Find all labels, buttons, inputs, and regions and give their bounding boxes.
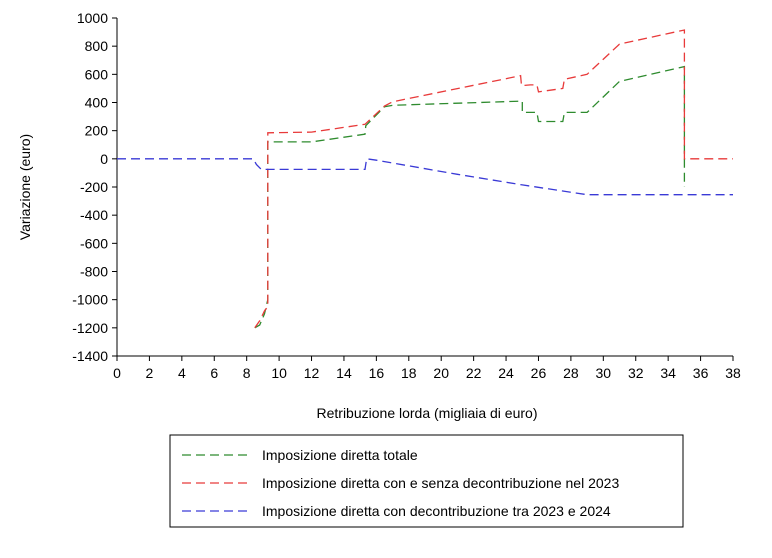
series-group: [117, 29, 733, 329]
x-tick-label: 32: [628, 365, 644, 381]
y-tick-label: 400: [85, 95, 109, 111]
y-tick-label: -1200: [72, 320, 108, 336]
series-line-1: [254, 65, 686, 329]
series-line-2: [254, 29, 733, 329]
y-tick-label: 1000: [77, 10, 108, 26]
y-tick-label: -600: [80, 235, 108, 251]
y-tick-label: 0: [100, 151, 108, 167]
legend-label-2: Imposizione diretta con e senza decontri…: [262, 475, 619, 491]
plot-area: [116, 18, 733, 357]
y-tick-label: -200: [80, 179, 108, 195]
y-tick-label: -400: [80, 207, 108, 223]
y-tick-label: -800: [80, 264, 108, 280]
series-line-3: [117, 158, 733, 196]
x-tick-label: 24: [498, 365, 514, 381]
y-tick-label: 200: [85, 123, 109, 139]
legend-label-3: Imposizione diretta con decontribuzione …: [262, 503, 611, 519]
x-tick-label: 38: [725, 365, 741, 381]
legend: Imposizione diretta totale Imposizione di…: [169, 434, 684, 528]
legend-label-1: Imposizione diretta totale: [262, 447, 418, 463]
x-tick-label: 34: [660, 365, 676, 381]
x-tick-label: 20: [433, 365, 449, 381]
y-tick-label: 600: [85, 66, 109, 82]
x-tick-label: 18: [401, 365, 417, 381]
x-tick-label: 12: [304, 365, 320, 381]
x-tick-label: 0: [113, 365, 121, 381]
legend-box: [169, 434, 684, 528]
x-tick-label: 30: [596, 365, 612, 381]
y-tick-label: -1400: [72, 348, 108, 364]
x-tick-label: 28: [563, 365, 579, 381]
x-tick-label: 36: [693, 365, 709, 381]
x-tick-label: 16: [369, 365, 385, 381]
x-tick-label: 4: [178, 365, 186, 381]
y-axis: -1400 -1200 -1000 -800 -600 -400 -200 0 200 400 60…: [72, 10, 117, 364]
x-tick-label: 14: [336, 365, 352, 381]
x-tick-label: 6: [210, 365, 218, 381]
y-axis-title: Variazione (euro): [17, 134, 33, 240]
x-axis-title: Retribuzione lorda (migliaia di euro): [317, 405, 538, 421]
y-tick-label: 800: [85, 38, 109, 54]
x-axis: 0 2 4 6 8 10 12 14 16 18 20 22 24 26 28 30 32 34 36 38: [113, 356, 741, 381]
x-tick-label: 10: [271, 365, 287, 381]
x-tick-label: 2: [146, 365, 154, 381]
y-tick-label: -1000: [72, 292, 108, 308]
x-tick-label: 26: [531, 365, 547, 381]
x-tick-label: 22: [466, 365, 482, 381]
x-tick-label: 8: [243, 365, 251, 381]
